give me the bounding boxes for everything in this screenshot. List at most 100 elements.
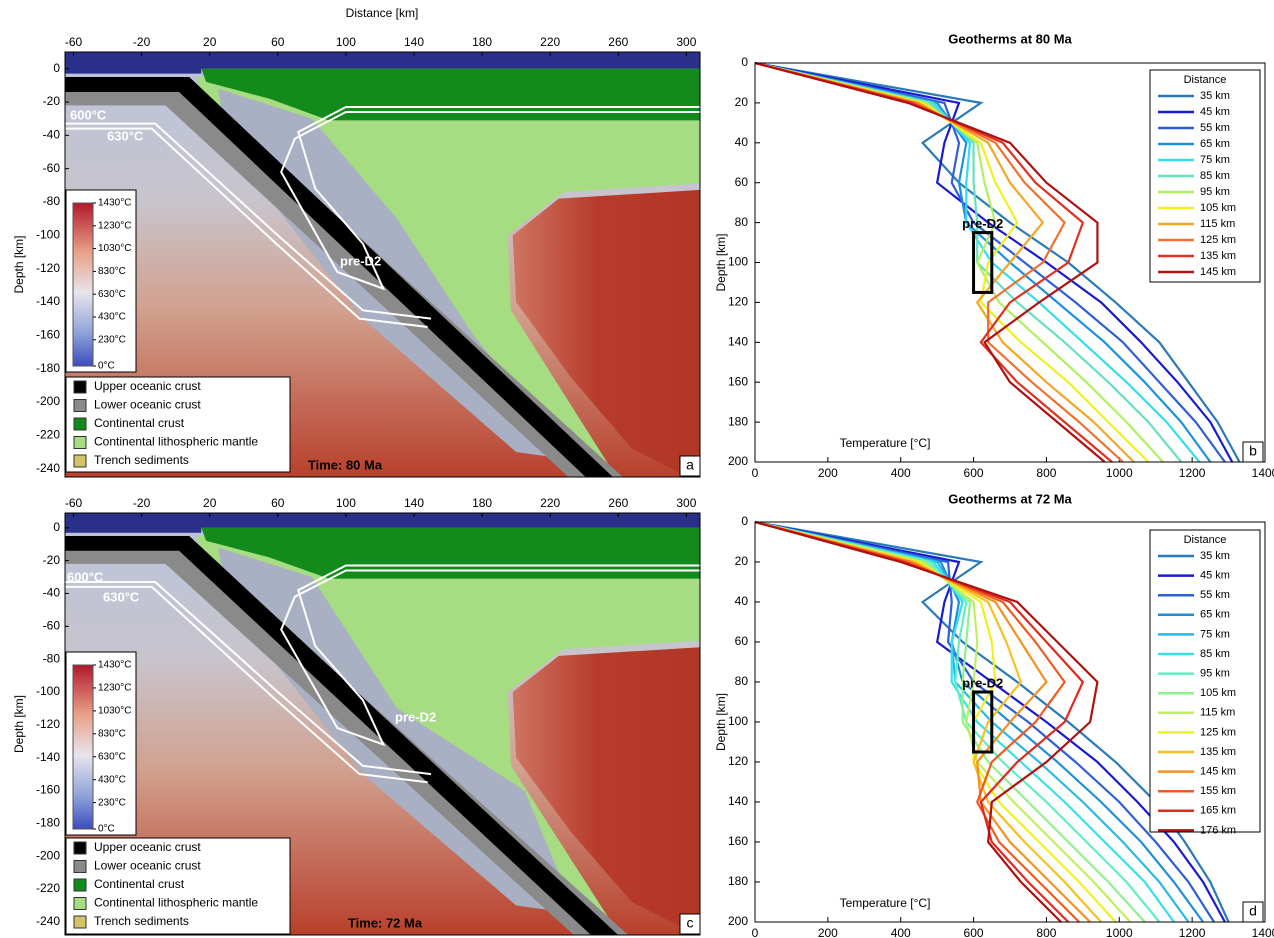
y-tick-label: 0 — [741, 55, 748, 69]
x-tick-label: 1200 — [1179, 466, 1206, 480]
y-tick-label: 140 — [728, 794, 748, 808]
annotation: 630°C — [107, 128, 144, 143]
colorbar-label: 0°C — [98, 824, 115, 835]
y-tick-label: -20 — [43, 94, 61, 108]
legend-swatch — [74, 898, 86, 910]
colorbar-label: 430°C — [98, 774, 126, 785]
x-tick-label: 220 — [540, 496, 560, 510]
x-tick-label: 60 — [271, 35, 285, 49]
colorbar-label: 1230°C — [98, 220, 131, 231]
legend-label: 105 km — [1200, 687, 1236, 699]
colorbar-label: 630°C — [98, 289, 126, 300]
y-axis-label: Depth [km] — [714, 693, 728, 751]
y-tick-label: 200 — [728, 914, 748, 928]
legend-swatch — [74, 400, 86, 412]
legend-swatch — [74, 381, 86, 393]
y-tick-label: -60 — [43, 161, 61, 175]
legend-label: 125 km — [1200, 726, 1236, 738]
legend-label: 95 km — [1200, 186, 1230, 198]
colorbar — [73, 665, 93, 829]
x-tick-label: 800 — [1036, 926, 1056, 938]
x-tick-label: 260 — [608, 496, 628, 510]
y-tick-label: -240 — [36, 461, 60, 475]
legend-label: 115 km — [1200, 707, 1235, 719]
x-tick-label: 140 — [404, 35, 424, 49]
colorbar-label: 630°C — [98, 751, 126, 762]
x-tick-label: 180 — [472, 35, 492, 49]
y-tick-label: -40 — [43, 128, 61, 142]
x-tick-label: 1000 — [1106, 466, 1133, 480]
y-tick-label: 60 — [735, 634, 749, 648]
y-tick-label: -120 — [36, 717, 60, 731]
y-tick-label: 160 — [728, 834, 748, 848]
y-tick-label: -220 — [36, 428, 60, 442]
legend-label: Upper oceanic crust — [94, 379, 201, 393]
y-tick-label: -100 — [36, 684, 60, 698]
legend-label: 155 km — [1200, 785, 1236, 797]
legend-label: 75 km — [1200, 628, 1230, 640]
x-tick-label: -20 — [133, 35, 151, 49]
panel-letter: c — [687, 915, 694, 931]
legend-label: 135 km — [1200, 250, 1236, 262]
panel-letter: b — [1249, 443, 1257, 459]
legend-swatch — [74, 916, 86, 928]
y-tick-label: 0 — [53, 61, 60, 75]
legend-swatch — [74, 418, 86, 430]
legend-swatch — [74, 842, 86, 854]
legend-label: 165 km — [1200, 805, 1236, 817]
y-tick-label: -60 — [43, 618, 61, 632]
x-tick-label: 60 — [271, 496, 285, 510]
y-axis-label: Depth [km] — [12, 235, 26, 293]
y-tick-label: -160 — [36, 783, 60, 797]
chart-title: Geotherms at 80 Ma — [948, 31, 1072, 46]
x-tick-label: -60 — [65, 35, 83, 49]
legend-swatch — [74, 455, 86, 467]
time-label: Time: 72 Ma — [348, 915, 423, 930]
y-tick-label: -140 — [36, 294, 60, 308]
legend-label: Lower oceanic crust — [94, 398, 201, 412]
colorbar-label: 430°C — [98, 312, 126, 323]
x-axis-label: Distance [km] — [346, 6, 419, 20]
y-tick-label: -200 — [36, 848, 60, 862]
x-tick-label: 180 — [472, 496, 492, 510]
figure: -60-2020601001401802202603000-20-40-60-8… — [0, 0, 1274, 938]
legend-label: 65 km — [1200, 609, 1230, 621]
y-tick-label: 180 — [728, 414, 748, 428]
legend-swatch — [74, 879, 86, 891]
y-tick-label: -120 — [36, 261, 60, 275]
colorbar-label: 1230°C — [98, 683, 131, 694]
chart-title: Geotherms at 72 Ma — [948, 491, 1072, 506]
x-tick-label: 140 — [404, 496, 424, 510]
colorbar-label: 230°C — [98, 797, 126, 808]
annotation: 630°C — [103, 589, 140, 604]
legend-title: Distance — [1184, 74, 1227, 86]
y-tick-label: 20 — [735, 554, 749, 568]
y-tick-label: 100 — [728, 255, 748, 269]
y-tick-label: -160 — [36, 328, 60, 342]
x-tick-label: 1000 — [1106, 926, 1133, 938]
x-tick-label: 800 — [1036, 466, 1056, 480]
x-tick-label: 400 — [891, 466, 911, 480]
x-tick-label: 600 — [964, 926, 984, 938]
x-tick-label: 100 — [336, 496, 356, 510]
legend-label: Trench sediments — [94, 453, 189, 467]
box-label: pre-D2 — [962, 675, 1003, 690]
y-tick-label: -140 — [36, 750, 60, 764]
legend-title: Distance — [1184, 534, 1227, 546]
colorbar-label: 230°C — [98, 334, 126, 345]
x-tick-label: -60 — [65, 496, 83, 510]
colorbar-label: 830°C — [98, 728, 126, 739]
colorbar-label: 1430°C — [98, 198, 131, 209]
y-tick-label: 80 — [735, 674, 749, 688]
x-tick-label: 1400 — [1252, 466, 1274, 480]
y-tick-label: 80 — [735, 215, 749, 229]
y-axis-label: Depth [km] — [12, 695, 26, 753]
y-tick-label: -240 — [36, 914, 60, 928]
x-tick-label: 300 — [676, 35, 696, 49]
legend-label: Continental lithospheric mantle — [94, 435, 258, 449]
y-tick-label: 120 — [728, 754, 748, 768]
colorbar-label: 1430°C — [98, 660, 131, 671]
x-tick-label: 0 — [752, 466, 759, 480]
x-tick-label: 200 — [818, 466, 838, 480]
